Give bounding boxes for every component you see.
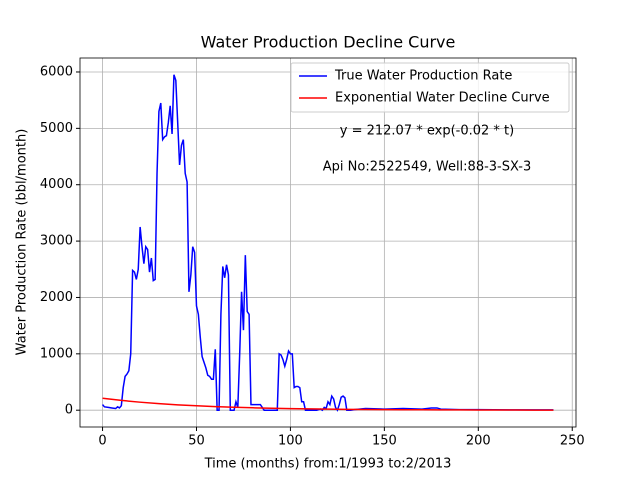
plot-frame (79, 57, 577, 428)
x-tick-label: 100 (278, 434, 303, 449)
legend-box (290, 62, 570, 113)
x-axis-label: Time (months) from:1/1993 to:2/2013 (204, 457, 452, 472)
legend-label: True Water Production Rate (334, 69, 512, 84)
annotation: y = 212.07 * exp(-0.02 * t) (340, 124, 514, 139)
x-tick-label: 250 (560, 434, 585, 449)
data-line (102, 397, 554, 411)
annotation: Api No:2522549, Well:88-3-SX-3 (323, 160, 531, 175)
chart-title: Water Production Decline Curve (201, 33, 456, 52)
y-tick-label: 0 (65, 403, 73, 418)
x-tick-label: 0 (98, 434, 106, 449)
x-tick-label: 200 (466, 434, 491, 449)
y-tick-label: 6000 (40, 64, 73, 79)
y-tick-label: 2000 (40, 290, 73, 305)
legend-label: Exponential Water Decline Curve (335, 91, 550, 106)
y-tick-label: 3000 (40, 234, 73, 249)
y-tick-label: 5000 (40, 121, 73, 136)
y-tick-label: 1000 (40, 346, 73, 361)
y-axis-label: Water Production Rate (bbl/month) (15, 129, 30, 356)
data-line (101, 74, 554, 412)
y-tick-label: 4000 (40, 177, 73, 192)
x-tick-label: 50 (188, 434, 205, 449)
x-tick-label: 150 (372, 434, 397, 449)
